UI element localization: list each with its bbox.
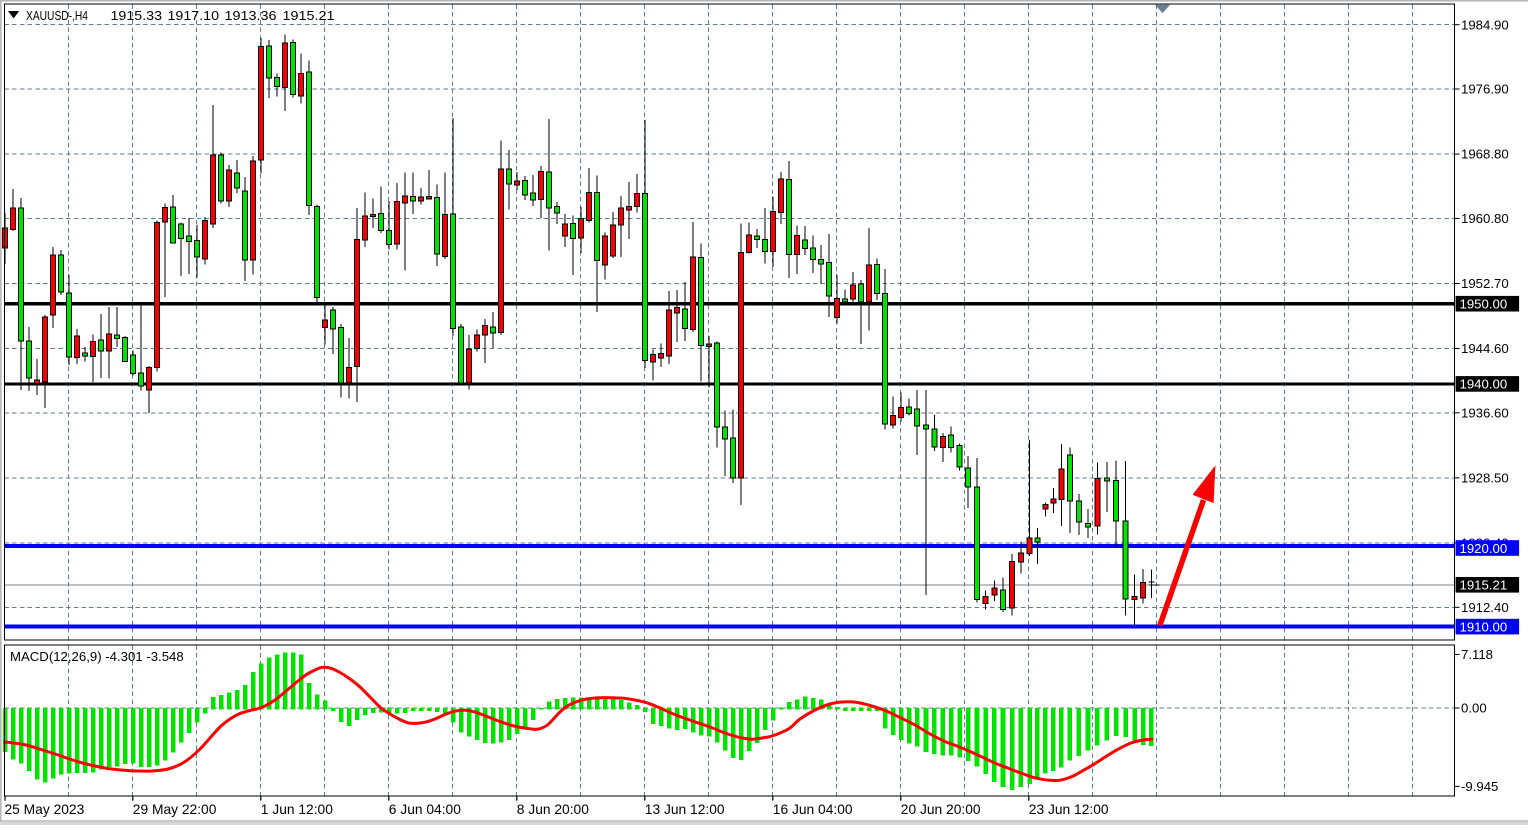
- svg-text:1960.80: 1960.80: [1461, 211, 1509, 226]
- svg-text:1928.50: 1928.50: [1461, 471, 1509, 486]
- svg-text:1952.70: 1952.70: [1461, 276, 1509, 291]
- svg-text:16 Jun 04:00: 16 Jun 04:00: [773, 802, 853, 817]
- svg-text:1976.90: 1976.90: [1461, 82, 1509, 97]
- svg-text:6 Jun 04:00: 6 Jun 04:00: [389, 802, 461, 817]
- svg-text:0.00: 0.00: [1461, 701, 1487, 716]
- svg-text:MACD(12,26,9) -4.301 -3.548: MACD(12,26,9) -4.301 -3.548: [10, 649, 184, 664]
- svg-text:XAUUSD-,H4: XAUUSD-,H4: [26, 8, 88, 23]
- svg-text:1936.60: 1936.60: [1461, 405, 1509, 420]
- svg-text:1944.60: 1944.60: [1461, 341, 1509, 356]
- svg-text:1915.33: 1915.33: [111, 8, 163, 23]
- svg-text:13 Jun 12:00: 13 Jun 12:00: [645, 802, 725, 817]
- svg-text:1920.00: 1920.00: [1460, 541, 1508, 556]
- svg-text:1912.40: 1912.40: [1461, 600, 1509, 615]
- svg-text:1950.00: 1950.00: [1460, 297, 1508, 312]
- svg-text:1915.21: 1915.21: [283, 8, 335, 23]
- svg-text:8 Jun 20:00: 8 Jun 20:00: [517, 802, 589, 817]
- svg-text:7.118: 7.118: [1461, 647, 1493, 662]
- svg-text:1968.80: 1968.80: [1461, 147, 1509, 162]
- svg-text:1 Jun 12:00: 1 Jun 12:00: [261, 802, 333, 817]
- svg-text:-9.945: -9.945: [1461, 779, 1498, 794]
- svg-text:23 Jun 12:00: 23 Jun 12:00: [1029, 802, 1109, 817]
- svg-text:1917.10: 1917.10: [168, 8, 220, 23]
- svg-text:1913.36: 1913.36: [225, 8, 277, 23]
- svg-text:1940.00: 1940.00: [1460, 377, 1508, 392]
- svg-text:20 Jun 20:00: 20 Jun 20:00: [901, 802, 981, 817]
- svg-text:25 May 2023: 25 May 2023: [5, 802, 85, 817]
- svg-text:29 May 22:00: 29 May 22:00: [133, 802, 217, 817]
- svg-text:1984.90: 1984.90: [1461, 17, 1509, 32]
- svg-text:1910.00: 1910.00: [1460, 619, 1508, 634]
- svg-text:1915.21: 1915.21: [1460, 578, 1508, 593]
